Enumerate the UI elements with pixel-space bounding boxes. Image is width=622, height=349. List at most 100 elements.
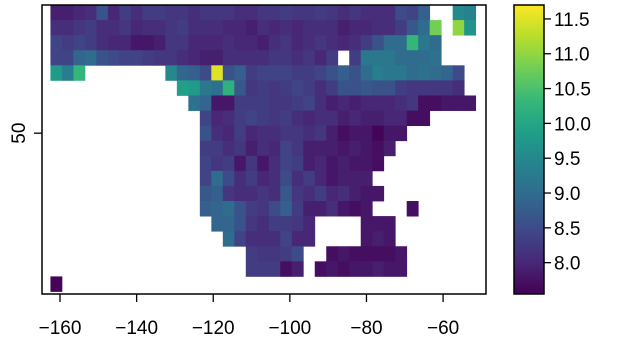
x-tick-label: −140: [115, 318, 158, 339]
heatmap-cell: [418, 110, 431, 127]
heatmap-cell: [188, 35, 201, 51]
heatmap-cell: [199, 5, 212, 21]
heatmap-cell: [165, 50, 178, 66]
heatmap-cell: [268, 155, 281, 172]
heatmap-cell: [50, 50, 63, 66]
heatmap-cell: [245, 35, 258, 51]
heatmap-cell: [280, 246, 293, 262]
heatmap-cell: [280, 80, 293, 96]
colorbar-tick-label: 10.5: [554, 80, 591, 101]
heatmap-cell: [383, 20, 396, 36]
colorbar-tick-label: 9.5: [554, 149, 580, 170]
heatmap-cell: [245, 80, 258, 96]
heatmap-cell: [326, 170, 339, 187]
heatmap-cell: [314, 5, 327, 21]
colorbar-tick-label: 11.0: [554, 45, 590, 66]
x-tick-label: −80: [350, 318, 382, 339]
heatmap-cell: [268, 170, 281, 187]
heatmap-cell: [360, 110, 373, 127]
heatmap-cell: [211, 35, 224, 51]
heatmap-cell: [176, 5, 189, 21]
heatmap-cell: [303, 20, 316, 36]
heatmap-cell: [441, 80, 454, 96]
heatmap-cell: [268, 201, 281, 217]
heatmap-cell: [257, 80, 270, 96]
heatmap-cell: [303, 216, 316, 232]
heatmap-cell: [429, 80, 442, 96]
heatmap-cell: [280, 35, 293, 51]
heatmap-cell: [199, 50, 212, 66]
heatmap-cell: [107, 5, 120, 21]
heatmap-cell: [73, 20, 86, 36]
heatmap-cell: [153, 35, 166, 51]
heatmap-cell: [268, 80, 281, 96]
heatmap-cell: [337, 95, 350, 111]
heatmap-cell: [257, 110, 270, 127]
heatmap-cell: [142, 5, 155, 21]
heatmap-cell: [73, 35, 86, 51]
heatmap-cell: [50, 276, 63, 292]
heatmap-cell: [452, 5, 465, 21]
heatmap-cell: [418, 35, 431, 51]
heatmap-cell: [314, 261, 327, 277]
heatmap-cell: [406, 5, 419, 21]
heatmap-cell: [372, 110, 385, 127]
heatmap-cell: [234, 35, 247, 51]
heatmap-cell: [257, 95, 270, 111]
heatmap-cell: [291, 80, 304, 96]
heatmap-cell: [360, 50, 373, 66]
heatmap-cell: [222, 95, 235, 111]
heatmap-cell: [314, 170, 327, 187]
colorbar-tick-label: 9.0: [554, 184, 580, 205]
heatmap-cell: [326, 50, 339, 66]
heatmap-cell: [314, 35, 327, 51]
heatmap-cell: [291, 261, 304, 277]
heatmap-cell: [406, 50, 419, 66]
heatmap-cell: [337, 110, 350, 127]
heatmap-cell: [372, 50, 385, 66]
x-tick-label: −120: [192, 318, 235, 339]
heatmap-cell: [314, 140, 327, 157]
heatmap-cell: [222, 80, 235, 96]
heatmap-cell: [188, 65, 201, 81]
heatmap-cell: [119, 35, 132, 51]
heatmap-cell: [337, 201, 350, 217]
heatmap-cell: [84, 20, 97, 36]
heatmap-cell: [326, 110, 339, 127]
heatmap-cell: [188, 20, 201, 36]
heatmap-cell: [165, 65, 178, 81]
heatmap-cell: [268, 185, 281, 202]
heatmap-cell: [337, 140, 350, 157]
heatmap-cell: [73, 65, 86, 81]
heatmap-cell: [176, 20, 189, 36]
heatmap-cell: [222, 20, 235, 36]
heatmap-cell: [234, 20, 247, 36]
heatmap-cell: [245, 50, 258, 66]
heatmap-cell: [383, 140, 396, 157]
heatmap-cell: [291, 231, 304, 247]
heatmap-cell: [372, 35, 385, 51]
heatmap-cell: [303, 201, 316, 217]
heatmap-cell: [349, 170, 362, 187]
heatmap-cell: [234, 80, 247, 96]
heatmap-cell: [314, 201, 327, 217]
heatmap-cell: [360, 140, 373, 157]
heatmap-cell: [165, 5, 178, 21]
heatmap-cell: [337, 185, 350, 202]
heatmap-cell: [418, 80, 431, 96]
heatmap-cell: [199, 140, 212, 157]
heatmap-cell: [395, 20, 408, 36]
heatmap-cell: [349, 140, 362, 157]
heatmap-cell: [245, 20, 258, 36]
heatmap-cell: [280, 170, 293, 187]
heatmap-cell: [326, 246, 339, 262]
heatmap-cell: [395, 65, 408, 81]
heatmap-cell: [337, 155, 350, 172]
heatmap-cell: [222, 50, 235, 66]
heatmap-cell: [303, 95, 316, 111]
heatmap-cell: [360, 246, 373, 262]
heatmap-cell: [314, 95, 327, 111]
heatmap-cell: [360, 216, 373, 232]
heatmap-cell: [383, 95, 396, 111]
heatmap-cell: [280, 201, 293, 217]
